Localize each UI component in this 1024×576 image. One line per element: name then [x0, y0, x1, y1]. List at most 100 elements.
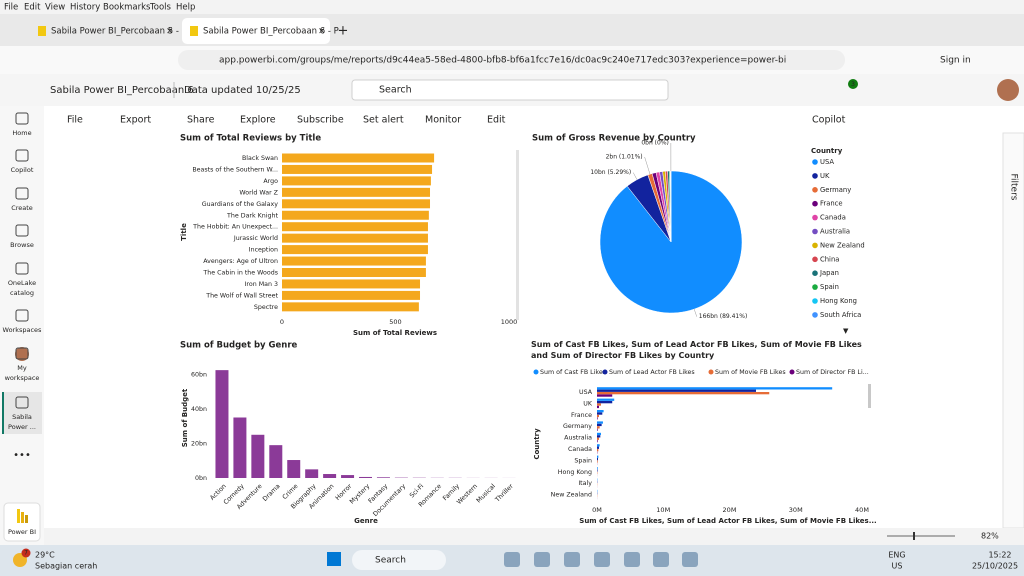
new-tab[interactable]: + [338, 24, 349, 39]
nav-label[interactable]: workspace [5, 374, 40, 382]
toolbar-item[interactable]: Monitor [425, 115, 461, 126]
bar [282, 188, 430, 197]
y-tick-label: Hong Kong [558, 469, 592, 476]
toolbar-item[interactable]: Share [187, 115, 215, 126]
menu-item[interactable]: View [45, 3, 65, 13]
legend-label[interactable]: Sum of Lead Actor FB Likes [609, 369, 695, 376]
toolbar-item[interactable]: File [67, 115, 83, 126]
y-tick-label: Iron Man 3 [245, 281, 278, 288]
zoom-thumb[interactable] [913, 532, 915, 540]
legend-marker [812, 312, 818, 318]
bar [597, 440, 598, 442]
chart-title: Sum of Gross Revenue by Country [532, 134, 696, 144]
toolbar-item[interactable]: Subscribe [297, 115, 344, 126]
legend-label[interactable]: Japan [819, 269, 839, 277]
region: US [892, 562, 903, 571]
filters-label[interactable]: Filters [1009, 174, 1019, 201]
legend-marker [812, 229, 818, 235]
menu-item[interactable]: History [70, 3, 100, 13]
notification-count: 3 [851, 80, 855, 88]
nav-label[interactable]: OneLake [8, 279, 36, 287]
legend-label[interactable]: Hong Kong [820, 297, 857, 305]
legend-label[interactable]: South Africa [820, 311, 861, 319]
taskbar-app[interactable] [594, 552, 610, 567]
legend-label[interactable]: Australia [820, 228, 850, 236]
legend-label[interactable]: UK [820, 172, 830, 180]
nav-label[interactable]: My [17, 364, 27, 372]
legend-label[interactable]: China [820, 255, 839, 263]
legend-label[interactable]: Germany [820, 186, 851, 194]
taskbar-app[interactable] [624, 552, 640, 567]
sign-in[interactable]: Sign in [940, 56, 971, 66]
y-tick-label: Inception [249, 247, 278, 254]
legend-label[interactable]: France [820, 200, 843, 208]
legend-marker [812, 201, 818, 207]
data-label: 0bn (0%) [641, 140, 669, 147]
bar [597, 467, 598, 469]
bar [597, 387, 832, 389]
copilot-button[interactable]: Copilot [812, 115, 846, 126]
y-tick-label: France [571, 412, 592, 419]
y-axis-title: Country [533, 428, 541, 460]
bar [597, 399, 614, 401]
tab-close[interactable]: × [166, 27, 174, 37]
y-tick-label: Black Swan [242, 155, 278, 162]
legend-label[interactable]: USA [820, 158, 834, 166]
more-nav[interactable]: ••• [13, 450, 31, 461]
bar [597, 417, 598, 419]
legend-label[interactable]: Sum of Cast FB Likes [540, 369, 606, 376]
avatar[interactable] [997, 79, 1019, 101]
nav-label[interactable]: Browse [10, 241, 34, 249]
y-tick-label: The Dark Knight [226, 212, 279, 219]
nav-label[interactable]: catalog [10, 289, 34, 297]
toolbar-item[interactable]: Export [120, 115, 151, 126]
tab-icon [190, 26, 198, 36]
taskbar-app[interactable] [504, 552, 520, 567]
legend-scroll[interactable]: ▼ [843, 327, 849, 335]
legend-label[interactable]: Spain [820, 283, 839, 291]
legend-label[interactable]: Sum of Movie FB Likes [715, 369, 786, 376]
y-tick-label: UK [583, 400, 593, 407]
taskbar-app[interactable] [534, 552, 550, 567]
time: 15:22 [988, 551, 1011, 560]
menu-item[interactable]: Bookmarks [103, 3, 151, 13]
taskbar-search-text[interactable]: Search [375, 556, 406, 566]
nav-label[interactable]: Copilot [11, 166, 34, 174]
taskbar-app[interactable] [564, 552, 580, 567]
toolbar-item[interactable]: Set alert [363, 115, 404, 126]
tab-close[interactable]: × [318, 27, 326, 37]
powerbi-logo [21, 512, 24, 523]
legend-label[interactable]: Sum of Director FB Li... [796, 369, 869, 376]
bar [282, 165, 432, 174]
nav-label[interactable]: Workspaces [3, 326, 43, 334]
toolbar-item[interactable]: Explore [240, 115, 276, 126]
nav-label[interactable]: Power ... [8, 423, 36, 431]
legend-marker [812, 187, 818, 193]
taskbar-app[interactable] [653, 552, 669, 567]
menu-item[interactable]: File [4, 3, 18, 13]
bar [597, 438, 599, 440]
menu-item[interactable]: Edit [24, 3, 41, 13]
bar [597, 447, 599, 449]
nav-label[interactable]: Home [12, 129, 31, 137]
legend-label[interactable]: New Zealand [820, 241, 865, 249]
bar [269, 445, 282, 478]
legend-marker [812, 173, 818, 179]
y-tick-label: The Cabin in the Woods [202, 270, 278, 277]
menu-item[interactable]: Tools [149, 3, 172, 13]
powerbi-logo [17, 509, 20, 523]
nav-label[interactable]: Create [11, 204, 33, 212]
menu-item[interactable]: Help [176, 3, 195, 13]
nav-label[interactable]: Sabila [12, 413, 32, 421]
temperature: 29°C [35, 551, 55, 560]
legend-marker [790, 370, 795, 375]
legend-label[interactable]: Canada [820, 214, 846, 222]
bar [597, 429, 598, 431]
x-axis-title: Genre [354, 517, 378, 525]
report-canvas [44, 133, 1003, 528]
start-button[interactable] [327, 552, 341, 566]
weather-badge-count: 7 [24, 550, 28, 557]
x-tick-label: 1000 [501, 318, 518, 326]
toolbar-item[interactable]: Edit [487, 115, 506, 126]
taskbar-app[interactable] [682, 552, 698, 567]
